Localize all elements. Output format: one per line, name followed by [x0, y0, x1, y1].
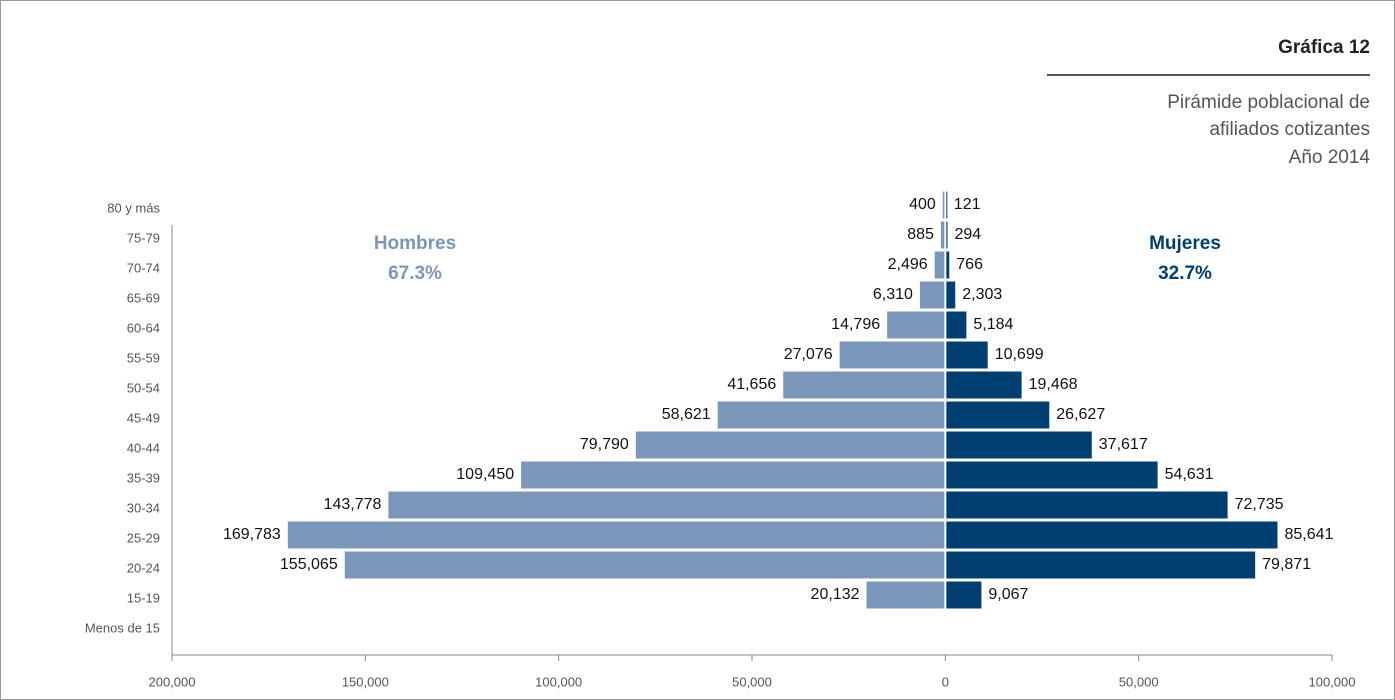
value-label: 26,627: [1056, 406, 1105, 423]
value-label: 10,699: [995, 346, 1044, 363]
y-tick-label: 70-74: [127, 260, 160, 275]
value-label: 9,067: [988, 586, 1028, 603]
value-label: 41,656: [727, 376, 776, 393]
bar: [887, 311, 945, 339]
value-label: 79,871: [1262, 556, 1311, 573]
y-tick-label: 35-39: [127, 470, 160, 485]
value-label: 79,790: [580, 436, 629, 453]
bar: [388, 491, 945, 519]
bar: [946, 341, 988, 369]
value-label: 885: [907, 226, 934, 243]
value-label: 169,783: [223, 526, 281, 543]
value-label: 143,778: [324, 496, 382, 513]
bar: [866, 581, 945, 609]
bar: [946, 251, 950, 279]
value-label: 72,735: [1235, 496, 1284, 513]
value-label: 2,496: [888, 256, 928, 273]
value-label: 27,076: [784, 346, 833, 363]
x-tick-label: 200,000: [149, 674, 196, 689]
value-label: 155,065: [280, 556, 338, 573]
value-label: 19,468: [1029, 376, 1078, 393]
value-label: 121: [954, 196, 981, 213]
y-tick-label: 30-34: [127, 500, 160, 515]
value-label: 766: [956, 256, 983, 273]
value-label: 85,641: [1284, 526, 1333, 543]
y-tick-label: 65-69: [127, 290, 160, 305]
value-label: 294: [954, 226, 981, 243]
value-label: 14,796: [831, 316, 880, 333]
x-tick-label: 50,000: [1119, 674, 1159, 689]
value-label: 54,631: [1165, 466, 1214, 483]
bar: [946, 191, 948, 219]
value-label: 2,303: [962, 286, 1002, 303]
bar: [946, 221, 948, 249]
bar: [344, 551, 945, 579]
y-tick-label: Menos de 15: [85, 620, 160, 635]
bar: [946, 371, 1022, 399]
y-tick-label: 80 y más: [107, 200, 160, 215]
subtitle: afiliados cotizantes: [1209, 119, 1370, 140]
subtitle: Año 2014: [1289, 147, 1371, 168]
bar: [946, 311, 967, 339]
x-tick-label: 100,000: [1309, 674, 1356, 689]
value-label: 37,617: [1099, 436, 1148, 453]
y-tick-label: 55-59: [127, 350, 160, 365]
bar: [783, 371, 945, 399]
bar: [946, 491, 1228, 519]
bar: [717, 401, 945, 429]
bar: [946, 581, 982, 609]
bar: [942, 191, 945, 219]
x-tick-label: 150,000: [342, 674, 389, 689]
value-label: 400: [909, 196, 936, 213]
subtitle: Pirámide poblacional de: [1167, 92, 1370, 113]
bar: [946, 401, 1050, 429]
y-tick-label: 50-54: [127, 380, 160, 395]
x-tick-label: 0: [942, 674, 949, 689]
chart-title: Gráfica 12: [1278, 37, 1370, 58]
bar: [839, 341, 945, 369]
legend-name: Hombres: [374, 233, 456, 254]
bar: [919, 281, 945, 309]
y-tick-label: 60-64: [127, 320, 160, 335]
bar: [940, 221, 945, 249]
value-label: 5,184: [973, 316, 1013, 333]
bar: [946, 281, 956, 309]
y-tick-label: 15-19: [127, 590, 160, 605]
value-label: 109,450: [456, 466, 514, 483]
y-tick-label: 75-79: [127, 230, 160, 245]
x-tick-label: 100,000: [535, 674, 582, 689]
x-tick-label: 50,000: [732, 674, 772, 689]
bar: [946, 521, 1278, 549]
y-tick-label: 25-29: [127, 530, 160, 545]
value-label: 58,621: [662, 406, 711, 423]
value-label: 6,310: [873, 286, 913, 303]
bar: [934, 251, 945, 279]
y-tick-label: 20-24: [127, 560, 160, 575]
bar: [521, 461, 945, 489]
bar: [287, 521, 945, 549]
bar: [946, 551, 1256, 579]
legend-name: Mujeres: [1149, 233, 1221, 254]
y-tick-label: 40-44: [127, 440, 160, 455]
y-tick-label: 45-49: [127, 410, 160, 425]
legend-share: 67.3%: [388, 263, 442, 284]
bar: [635, 431, 945, 459]
value-label: 20,132: [811, 586, 860, 603]
bar: [946, 431, 1092, 459]
bar: [946, 461, 1158, 489]
legend-share: 32.7%: [1158, 263, 1212, 284]
